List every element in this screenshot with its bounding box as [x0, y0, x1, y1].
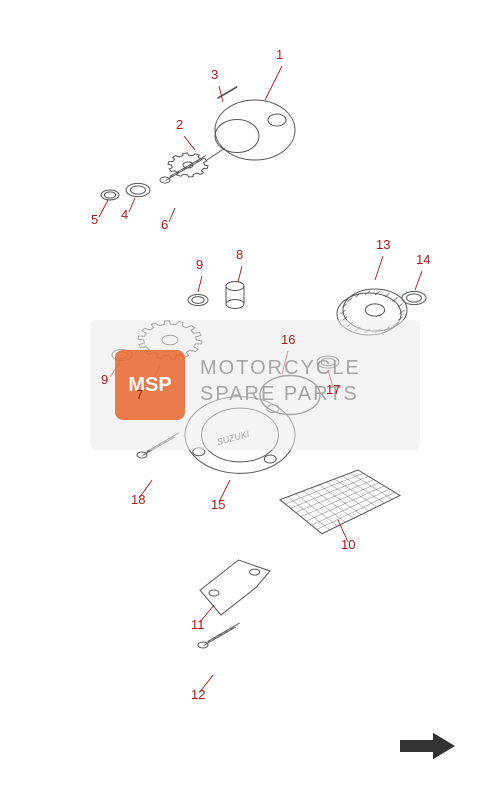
parts-diagram: SUZUKI MSP MOTORCYCLE SPARE PARTS 123456… [0, 0, 500, 800]
callout-number: 5 [91, 212, 98, 227]
callout-number: 17 [326, 382, 340, 397]
callout-number: 1 [276, 47, 283, 62]
callout-number: 13 [376, 237, 390, 252]
callout-number: 18 [131, 492, 145, 507]
callout-number: 9 [101, 372, 108, 387]
callout-number: 6 [161, 217, 168, 232]
watermark-text: MOTORCYCLE SPARE PARTS [200, 355, 361, 407]
callout-number: 2 [176, 117, 183, 132]
callout-number: 10 [341, 537, 355, 552]
callout-number: 8 [236, 247, 243, 262]
callout-number: 15 [211, 497, 225, 512]
watermark-badge: MSP [115, 350, 185, 420]
callout-number: 3 [211, 67, 218, 82]
callout-number: 7 [136, 387, 143, 402]
callout-number: 14 [416, 252, 430, 267]
callout-number: 12 [191, 687, 205, 702]
watermark-badge-text: MSP [128, 374, 171, 397]
watermark-line1: MOTORCYCLE [200, 357, 361, 379]
callout-number: 9 [196, 257, 203, 272]
callout-number: 16 [281, 332, 295, 347]
callout-number: 11 [191, 617, 205, 632]
callout-number: 4 [121, 207, 128, 222]
